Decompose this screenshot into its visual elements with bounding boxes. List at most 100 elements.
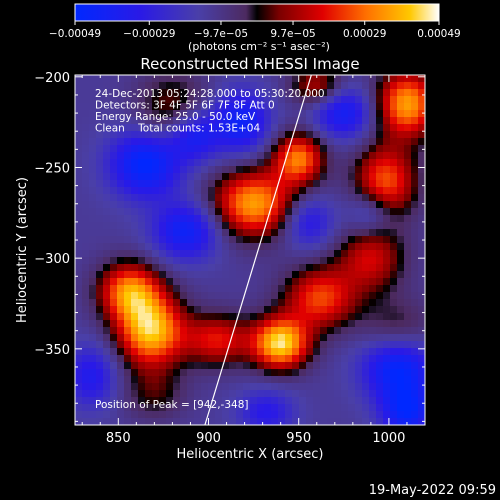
heatmap-cell bbox=[138, 292, 146, 300]
heatmap-cell bbox=[166, 306, 174, 314]
heatmap-cell bbox=[264, 292, 272, 300]
heatmap-cell bbox=[215, 180, 223, 188]
heatmap-cell bbox=[145, 103, 153, 111]
heatmap-cell bbox=[201, 173, 209, 181]
heatmap-cell bbox=[299, 271, 307, 279]
heatmap-cell bbox=[397, 152, 405, 160]
heatmap-cell bbox=[124, 264, 132, 272]
heatmap-cell bbox=[180, 159, 188, 167]
heatmap-cell bbox=[250, 369, 258, 377]
heatmap-cell bbox=[264, 313, 272, 321]
heatmap-cell bbox=[334, 404, 342, 412]
heatmap-cell bbox=[110, 194, 118, 202]
heatmap-cell bbox=[138, 187, 146, 195]
heatmap-cell bbox=[320, 173, 328, 181]
heatmap-cell bbox=[173, 96, 181, 104]
heatmap-cell bbox=[243, 243, 251, 251]
heatmap-cell bbox=[243, 264, 251, 272]
heatmap-cell bbox=[376, 131, 384, 139]
heatmap-cell bbox=[299, 250, 307, 258]
heatmap-cell bbox=[278, 397, 286, 405]
heatmap-cell bbox=[229, 334, 237, 342]
heatmap-cell bbox=[299, 117, 307, 125]
heatmap-cell bbox=[208, 383, 216, 391]
heatmap-cell bbox=[117, 250, 125, 258]
heatmap-cell bbox=[250, 362, 258, 370]
x-axis-label: Heliocentric X (arcsec) bbox=[177, 447, 324, 462]
heatmap-cell bbox=[369, 397, 377, 405]
heatmap-cell bbox=[110, 299, 118, 307]
heatmap-cell bbox=[187, 124, 195, 132]
heatmap-cell bbox=[236, 264, 244, 272]
heatmap-cell bbox=[411, 299, 419, 307]
heatmap-cell bbox=[313, 243, 321, 251]
heatmap-cell bbox=[75, 166, 83, 174]
heatmap-cell bbox=[131, 334, 139, 342]
heatmap-cell bbox=[404, 229, 412, 237]
heatmap-cell bbox=[313, 369, 321, 377]
heatmap-cell bbox=[75, 397, 83, 405]
heatmap-cell bbox=[152, 418, 160, 425]
heatmap-cell bbox=[187, 229, 195, 237]
heatmap-cell bbox=[362, 124, 370, 132]
heatmap-cell bbox=[390, 411, 398, 419]
heatmap-cell bbox=[215, 194, 223, 202]
heatmap-cell bbox=[327, 173, 335, 181]
heatmap-cell bbox=[418, 397, 425, 405]
heatmap-cell bbox=[362, 194, 370, 202]
heatmap-cell bbox=[75, 187, 83, 195]
heatmap-cell bbox=[215, 229, 223, 237]
heatmap-cell bbox=[236, 173, 244, 181]
heatmap-cell bbox=[362, 306, 370, 314]
heatmap-cell bbox=[166, 103, 174, 111]
heatmap-cell bbox=[131, 96, 139, 104]
heatmap-cell bbox=[320, 257, 328, 265]
heatmap-cell bbox=[278, 320, 286, 328]
heatmap-cell bbox=[292, 341, 300, 349]
heatmap-cell bbox=[208, 292, 216, 300]
heatmap-cell bbox=[362, 82, 370, 90]
x-tick-label: 1000 bbox=[372, 431, 405, 446]
heatmap-cell bbox=[82, 103, 90, 111]
heatmap-cell bbox=[341, 82, 349, 90]
heatmap-cell bbox=[257, 152, 265, 160]
heatmap-cell bbox=[222, 180, 230, 188]
heatmap-cell bbox=[124, 110, 132, 118]
heatmap-cell bbox=[285, 166, 293, 174]
heatmap-cell bbox=[327, 187, 335, 195]
heatmap-cell bbox=[145, 138, 153, 146]
heatmap-cell bbox=[222, 257, 230, 265]
heatmap-cell bbox=[117, 194, 125, 202]
heatmap-cell bbox=[285, 397, 293, 405]
heatmap-cell bbox=[201, 320, 209, 328]
heatmap-cell bbox=[369, 194, 377, 202]
heatmap-cell bbox=[75, 390, 83, 398]
heatmap-cell bbox=[96, 166, 104, 174]
heatmap-cell bbox=[271, 369, 279, 377]
heatmap-cell bbox=[222, 341, 230, 349]
heatmap-cell bbox=[355, 369, 363, 377]
heatmap-cell bbox=[152, 103, 160, 111]
heatmap-cell bbox=[369, 369, 377, 377]
heatmap-cell bbox=[418, 257, 425, 265]
heatmap-cell bbox=[285, 278, 293, 286]
heatmap-cell bbox=[327, 292, 335, 300]
heatmap-cell bbox=[75, 82, 83, 90]
heatmap-cell bbox=[75, 131, 83, 139]
heatmap-cell bbox=[306, 327, 314, 335]
heatmap-cell bbox=[75, 313, 83, 321]
heatmap-cell bbox=[313, 159, 321, 167]
heatmap-cell bbox=[152, 243, 160, 251]
heatmap-cell bbox=[159, 110, 167, 118]
heatmap-cell bbox=[201, 236, 209, 244]
heatmap-cell bbox=[194, 131, 202, 139]
heatmap-cell bbox=[138, 341, 146, 349]
heatmap-cell bbox=[145, 180, 153, 188]
heatmap-cell bbox=[418, 124, 425, 132]
heatmap-cell bbox=[285, 152, 293, 160]
heatmap-cell bbox=[334, 131, 342, 139]
heatmap-cell bbox=[334, 397, 342, 405]
heatmap-cell bbox=[306, 369, 314, 377]
heatmap-cell bbox=[313, 271, 321, 279]
heatmap-cell bbox=[334, 166, 342, 174]
